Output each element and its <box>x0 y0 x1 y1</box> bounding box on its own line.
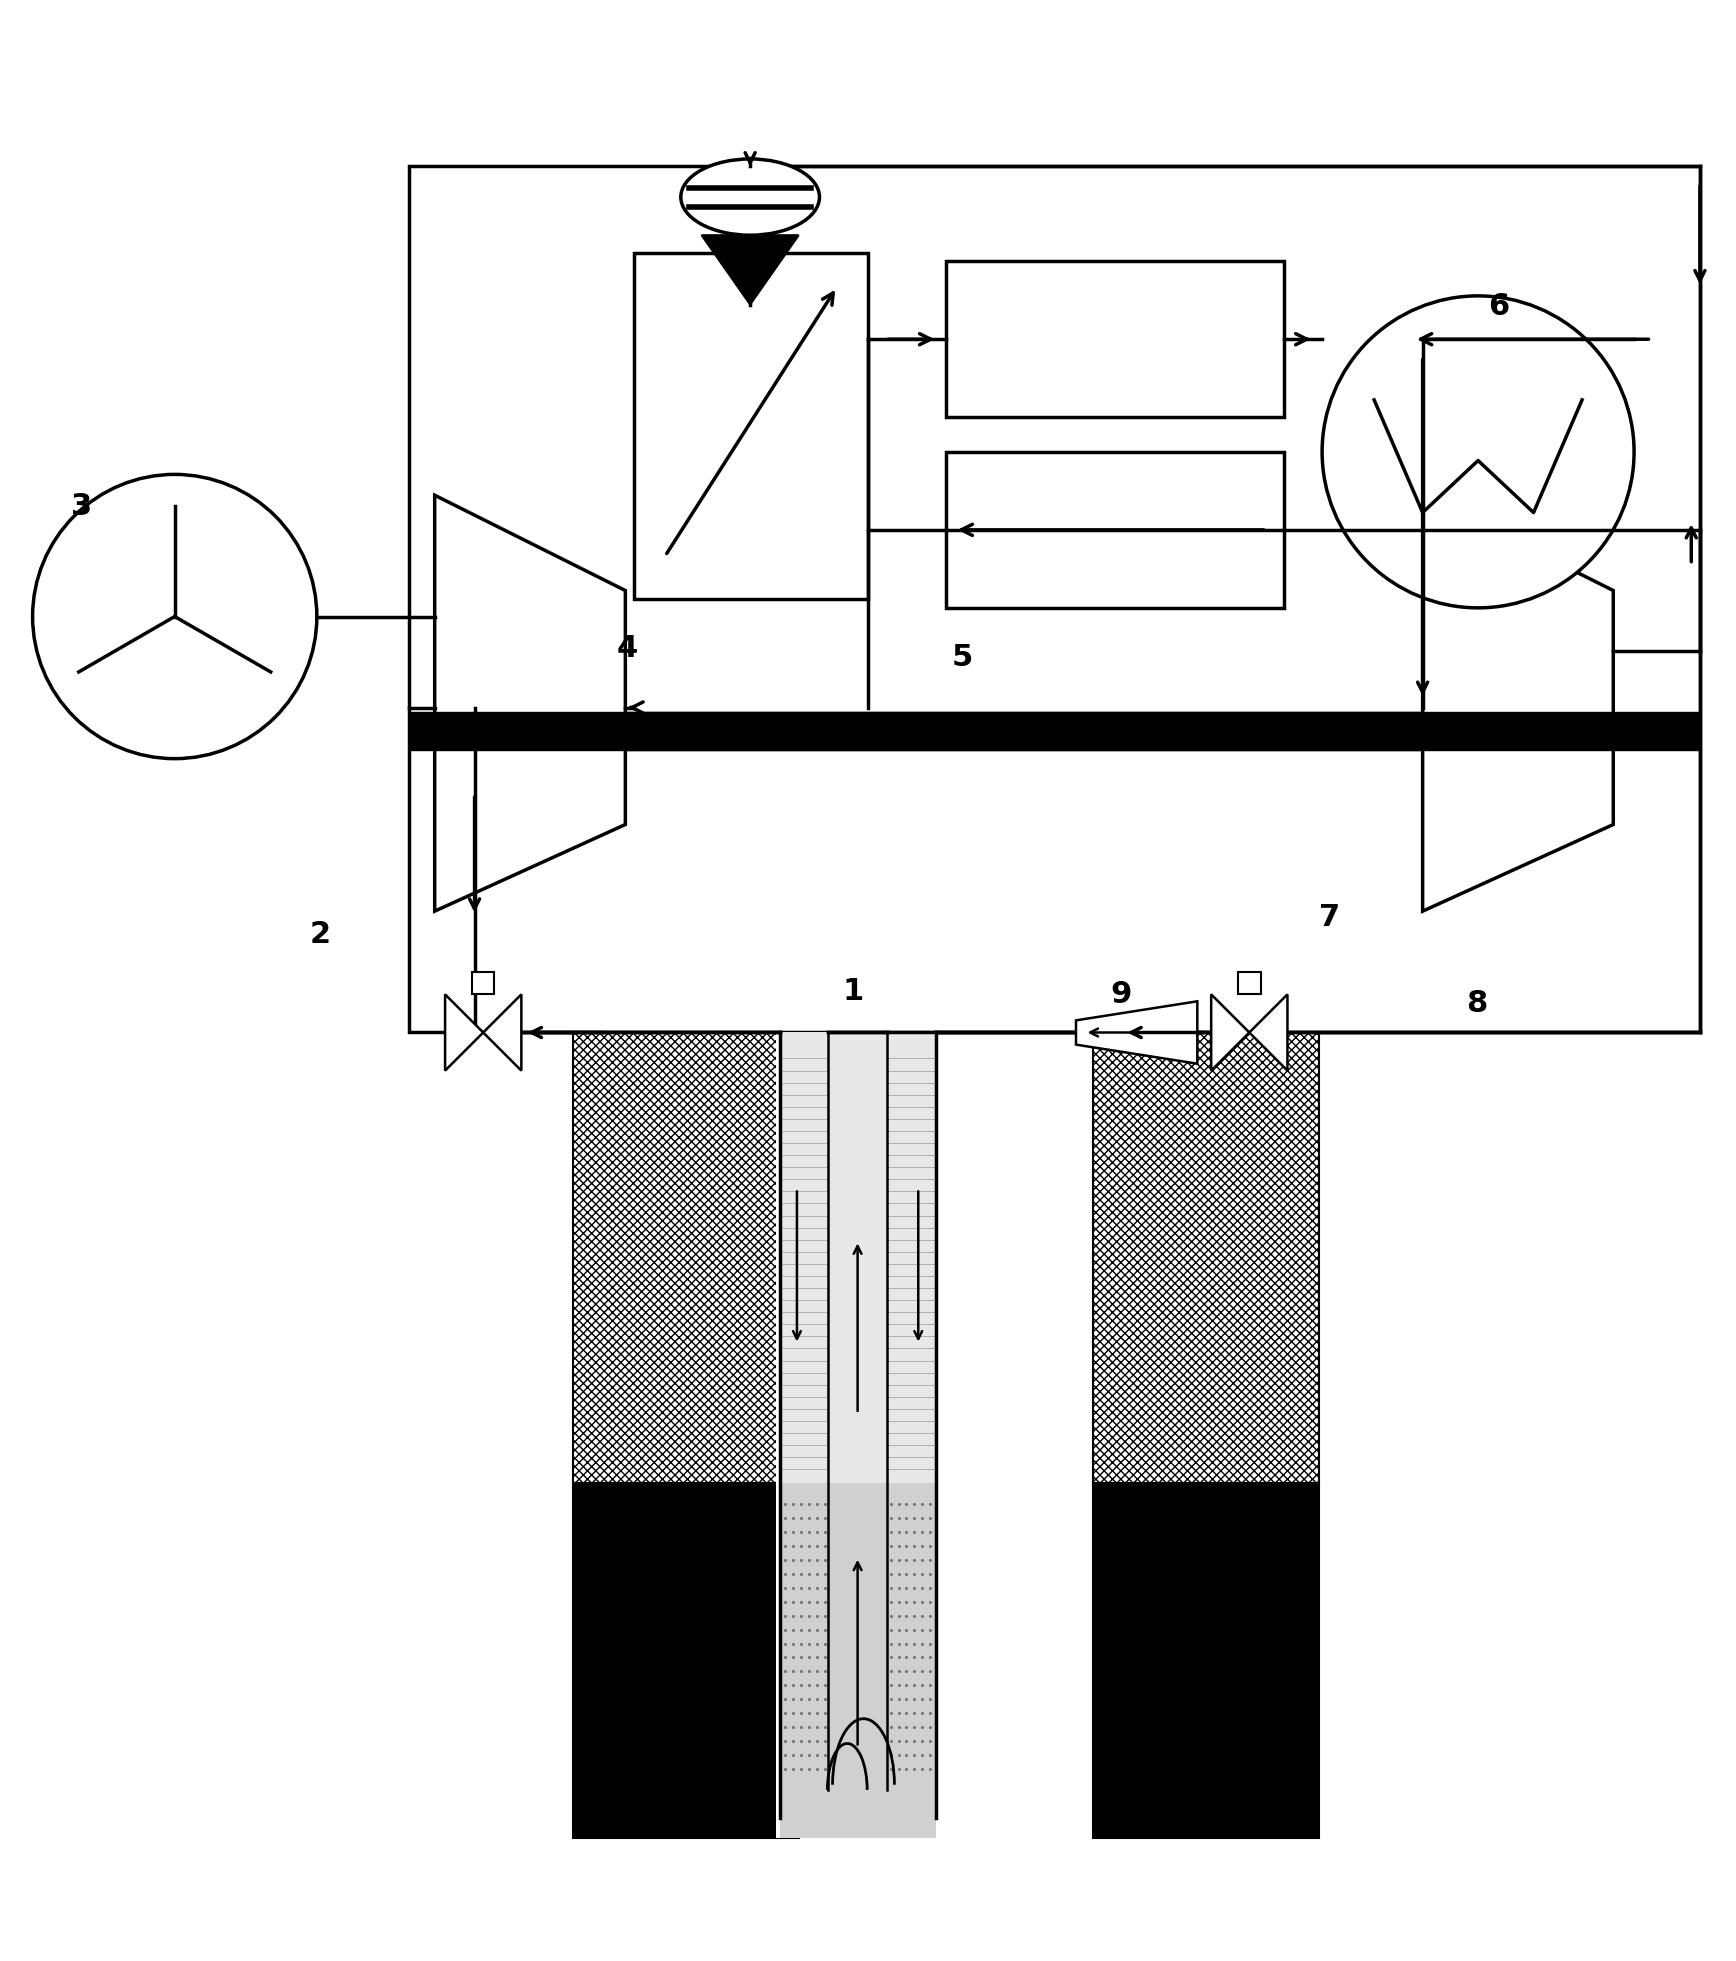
Polygon shape <box>1212 994 1250 1071</box>
Polygon shape <box>1076 1002 1198 1063</box>
Polygon shape <box>434 496 625 912</box>
Bar <box>1238 973 1260 994</box>
Text: 6: 6 <box>1488 292 1510 322</box>
Bar <box>1094 1033 1319 1483</box>
Text: 1: 1 <box>842 977 863 1006</box>
Bar <box>634 253 868 600</box>
Polygon shape <box>444 994 483 1071</box>
Ellipse shape <box>681 159 819 235</box>
Polygon shape <box>1250 994 1288 1071</box>
Bar <box>1094 1483 1319 1839</box>
Text: 5: 5 <box>951 643 972 671</box>
Bar <box>472 973 495 994</box>
Bar <box>573 1033 799 1483</box>
Bar <box>573 1483 799 1839</box>
Bar <box>946 451 1285 608</box>
Bar <box>408 167 1700 1033</box>
Bar <box>776 1033 939 1839</box>
Polygon shape <box>1422 496 1613 912</box>
Circle shape <box>33 475 318 759</box>
Text: 4: 4 <box>616 633 637 663</box>
Text: 3: 3 <box>71 492 92 522</box>
Polygon shape <box>701 235 799 304</box>
Text: 8: 8 <box>1465 988 1488 1018</box>
Text: 2: 2 <box>311 920 332 949</box>
Bar <box>779 1033 936 1483</box>
Text: 7: 7 <box>1319 902 1340 931</box>
Bar <box>946 261 1285 418</box>
Text: 9: 9 <box>1111 980 1132 1010</box>
Polygon shape <box>483 994 521 1071</box>
Bar <box>779 1483 936 1839</box>
Circle shape <box>1323 296 1634 608</box>
